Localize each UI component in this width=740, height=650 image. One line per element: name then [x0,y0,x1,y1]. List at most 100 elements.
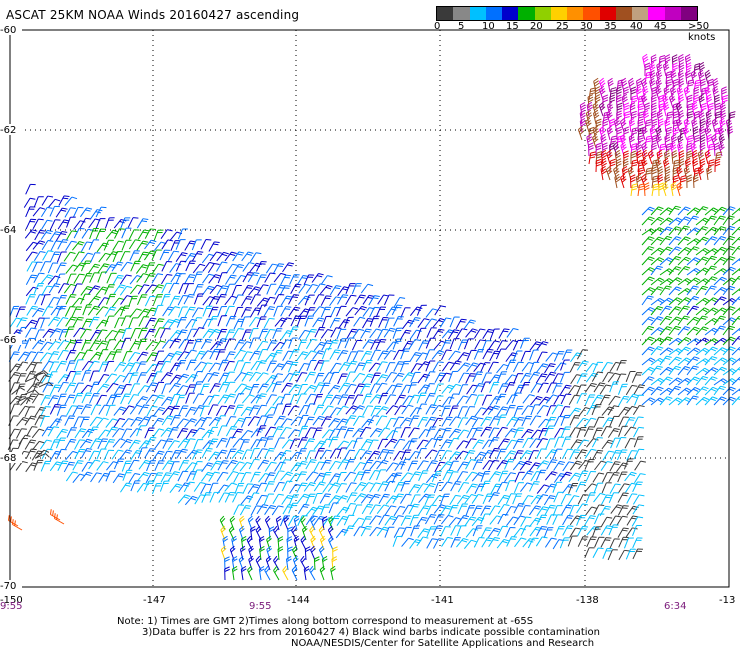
wind-barb [286,536,293,551]
wind-barb [362,405,374,416]
wind-barb [471,417,484,428]
wind-barb [121,327,132,340]
wind-barb [55,273,66,285]
wind-barb [113,418,125,429]
wind-barb [89,252,101,263]
wind-barb [176,373,190,384]
wind-barb [329,296,342,307]
wind-barb [617,527,629,538]
wind-barb [239,341,253,351]
wind-barb [505,339,519,350]
wind-barb [49,509,61,521]
wind-barb [713,226,727,236]
wind-barb [693,167,701,181]
wind-barb [256,340,269,351]
wind-barb [576,360,589,371]
wind-barb [343,514,355,526]
wind-barb [576,393,588,404]
wind-barb [353,471,365,482]
wind-barb [264,515,271,531]
wind-barb [145,394,158,405]
wind-barb [464,494,477,504]
wind-barb [668,325,682,336]
wind-barb [250,505,262,516]
wind-barb [272,396,285,406]
wind-barb [731,296,740,306]
wind-barb [208,241,220,252]
wind-barb [282,262,295,273]
wind-barb [160,472,172,483]
wind-barb [632,416,644,427]
wind-barb [577,494,589,505]
wind-barb [31,307,45,318]
pass-time-labels: 9:55 9:55 6:34 [0,601,686,612]
wind-barb [576,503,588,514]
wind-barb [87,426,99,438]
wind-barb [200,483,212,495]
wind-barb [55,262,67,273]
wind-barb [399,360,410,372]
wind-barb [559,406,571,417]
wind-barb [169,295,181,307]
wind-barb [263,493,274,505]
wind-barb [281,494,294,505]
wind-barb [621,165,629,181]
wind-barb [697,165,705,181]
wind-barb [145,415,157,426]
wind-barb [169,483,182,494]
wind-barb [497,504,510,515]
wind-barb [529,505,542,516]
wind-barb [137,308,151,319]
wind-barb [283,515,289,531]
wind-barb [239,515,245,531]
wind-barb [472,371,483,383]
wind-barb [242,262,255,272]
wind-barb [384,526,395,538]
wind-barb [440,514,454,525]
wind-barb [122,405,135,415]
wind-barb [56,340,70,350]
wind-barb [242,483,254,495]
wind-barb [293,535,300,551]
wind-barb [79,328,92,339]
wind-barb [97,271,108,283]
wind-barb [369,328,382,339]
wind-barb [57,374,71,384]
wind-barb [481,372,492,384]
wind-barb [39,352,53,362]
wind-barb [668,365,682,376]
wind-barb [637,102,645,117]
wind-barb [64,306,76,317]
wind-barb [95,286,109,296]
wind-barb [24,406,36,417]
wind-barb [321,471,332,483]
wind-barb [25,448,37,459]
wind-barb [664,166,671,181]
wind-barb [265,394,277,405]
wind-barb [255,525,262,541]
wind-barb [361,503,374,515]
wind-barb [685,62,692,77]
wind-barb [440,481,453,492]
wind-barb [704,285,717,296]
wind-barb [448,405,459,417]
wind-barb [41,285,53,296]
wind-barb [192,271,203,283]
wind-barb [632,525,642,536]
map-frame [9,29,730,588]
wind-barb [336,405,349,416]
wind-barb [193,481,206,492]
wind-barb [535,536,548,547]
wind-barb [391,383,403,394]
wind-barb [409,329,422,340]
wind-barb [449,338,460,350]
wind-barb [105,418,118,428]
wind-barb [376,504,390,515]
wind-barb [659,326,673,336]
wind-barb [184,240,196,251]
wind-barb [247,272,260,283]
wind-barb [296,482,308,493]
wind-barb [65,370,77,382]
wind-barb [32,207,46,217]
wind-barb [336,515,349,526]
